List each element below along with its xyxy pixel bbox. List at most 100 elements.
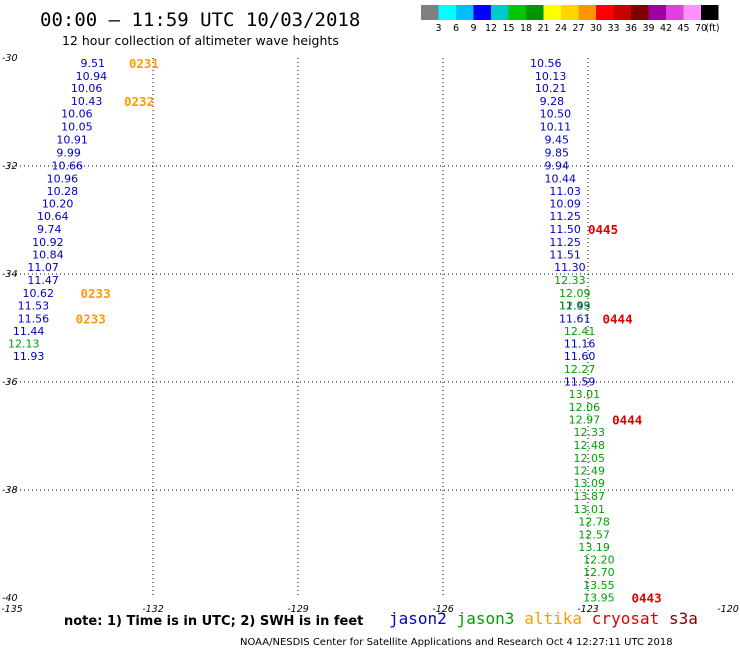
data-label-jason2: 10.11	[540, 121, 572, 134]
data-label-jason3: 12.49	[559, 299, 591, 312]
data-label-jason2: 9.74	[37, 223, 62, 236]
data-label-jason2: 10.06	[61, 108, 93, 121]
data-label-jason2: 10.94	[76, 70, 108, 83]
data-label-jason2: 10.92	[32, 236, 64, 249]
data-label-jason2: 11.50	[549, 223, 581, 236]
scale-label: 36	[625, 23, 637, 34]
data-label-jason2: 10.20	[42, 197, 73, 210]
data-label-jason3: 12.57	[578, 528, 610, 541]
scale-swatch	[526, 5, 544, 20]
scale-swatch	[561, 5, 579, 20]
scale-swatch	[508, 5, 526, 20]
data-label-jason2: 11.93	[13, 350, 45, 363]
x-tick-label: -123	[577, 604, 599, 615]
scale-label: 12	[485, 23, 497, 34]
data-label-jason2: 11.03	[549, 185, 581, 198]
x-tick-label: -129	[287, 604, 309, 615]
data-label-jason2: 10.05	[61, 121, 93, 134]
scale-swatch	[456, 5, 474, 20]
color-scale: 3 6 9 12 15 18 21 24 27 30 33 36 39 42 45 70(ft)	[421, 5, 720, 34]
data-label-jason2: 10.56	[530, 57, 562, 70]
data-labels: 9.5110.9410.0610.4310.0610.0510.919.9910…	[8, 57, 615, 605]
x-tick-label: -135	[1, 604, 23, 615]
data-label-jason2: 10.91	[56, 134, 87, 147]
legend-jason3: jason3	[457, 609, 515, 628]
data-label-jason2: 11.93	[559, 299, 591, 312]
time-labels: 0231 0232 0233 0233 0445 0444 0444 0443	[76, 56, 662, 606]
time-label-cryosat: 0444	[612, 412, 642, 427]
data-label-jason3: 12.33	[554, 274, 586, 287]
data-label-jason2: 9.45	[545, 134, 570, 147]
data-label-jason3: 12.20	[583, 554, 615, 567]
axis-tick-labels: -135 -132 -129 -126 -123 -120 -30 -32 -34 -36 -38 -…	[1, 53, 739, 615]
scale-swatch	[631, 5, 649, 20]
y-tick-label: -40	[2, 593, 18, 604]
data-label-jason3: 12.49	[574, 465, 606, 478]
data-label-jason2: 10.64	[37, 210, 69, 223]
data-label-jason3: 13.01	[574, 503, 606, 516]
scale-swatch	[683, 5, 701, 20]
y-tick-label: -34	[2, 269, 18, 280]
data-label-jason2: 11.07	[27, 261, 59, 274]
legend: jason2 jason3 altika cryosat s3a	[389, 609, 698, 628]
scale-label: 45	[677, 23, 689, 34]
scale-swatch	[543, 5, 561, 20]
x-tick-label: -132	[142, 604, 164, 615]
scale-swatch	[421, 5, 439, 20]
time-label-altika: 0232	[124, 94, 154, 109]
data-label-jason2: 11.25	[549, 210, 581, 223]
x-tick-label: -126	[432, 604, 454, 615]
scale-swatch	[648, 5, 666, 20]
legend-altika: altika	[524, 609, 582, 628]
data-label-jason3: 13.01	[569, 388, 601, 401]
data-label-jason3: 13.19	[578, 541, 610, 554]
data-label-jason2: 10.21	[535, 82, 567, 95]
scale-label: 70	[695, 23, 707, 34]
scale-swatch	[578, 5, 596, 20]
time-label-cryosat: 0445	[588, 222, 618, 237]
data-label-jason2: 10.96	[47, 172, 79, 185]
time-label-cryosat: 0443	[632, 590, 662, 605]
scale-label: 24	[555, 23, 567, 34]
data-label-jason2: 11.59	[564, 375, 596, 388]
scale-label: 27	[572, 23, 584, 34]
scale-label: 21	[537, 23, 549, 34]
data-label-jason2: 9.85	[545, 147, 570, 160]
footer-credit: NOAA/NESDIS Center for Satellite Applica…	[240, 637, 673, 648]
data-label-jason2: 10.84	[32, 249, 64, 262]
time-label-altika: 0233	[81, 286, 111, 301]
data-label-jason2: 10.50	[540, 108, 572, 121]
data-label-jason3: 13.87	[574, 490, 606, 503]
scale-swatch	[491, 5, 509, 20]
data-label-jason3: 13.09	[574, 477, 606, 490]
data-label-jason2: 9.99	[56, 147, 80, 160]
data-label-jason3: 12.13	[8, 338, 40, 351]
scale-swatch	[438, 5, 456, 20]
data-label-jason2: 10.62	[23, 287, 55, 300]
scale-label: 9	[470, 23, 476, 34]
data-label-jason2: 11.16	[564, 338, 596, 351]
data-label-jason2: 10.13	[535, 70, 567, 83]
data-label-jason3: 12.33	[574, 426, 606, 439]
scale-unit: (ft)	[705, 23, 719, 34]
data-label-jason3: 12.70	[583, 566, 615, 579]
scale-label: 42	[660, 23, 672, 34]
scale-label: 18	[520, 23, 532, 34]
data-label-jason2: 10.43	[71, 95, 103, 108]
data-label-jason3: 12.09	[559, 287, 591, 300]
data-label-jason2: 10.66	[52, 159, 84, 172]
scale-swatch	[473, 5, 491, 20]
data-label-jason2: 11.61	[559, 312, 591, 325]
data-label-jason2: 10.06	[71, 82, 103, 95]
data-label-jason3: 12.06	[569, 401, 601, 414]
scale-swatch	[613, 5, 631, 20]
data-label-jason3: 12.05	[574, 452, 606, 465]
scale-label: 15	[502, 23, 514, 34]
data-label-jason3: 12.41	[564, 325, 596, 338]
time-label-altika: 0233	[76, 311, 106, 326]
time-label-altika: 0231	[129, 56, 159, 71]
scale-label: 39	[642, 23, 654, 34]
legend-cryosat: cryosat	[592, 609, 659, 628]
data-label-jason2: 9.94	[545, 159, 570, 172]
